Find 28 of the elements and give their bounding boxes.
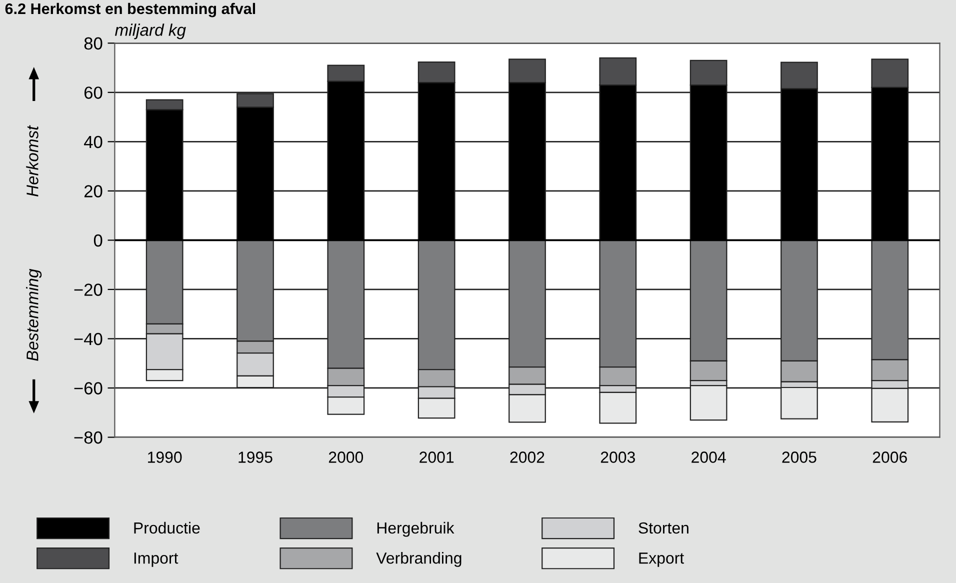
- y-tick-label: −40: [74, 332, 102, 346]
- legend-label: Import: [134, 552, 178, 567]
- legend-label: Productie: [134, 522, 200, 534]
- chart-title: 6.2 Herkomst en bestemming afval: [5, 2, 256, 18]
- y-tick-label: 20: [84, 185, 102, 198]
- x-tick-label: 1990: [148, 452, 182, 463]
- legend-label: Storten: [638, 522, 688, 534]
- y-tick-label: −20: [74, 284, 102, 296]
- x-tick-label: 2002: [510, 452, 544, 463]
- y-tick-label: 40: [84, 136, 102, 148]
- x-tick-label: 2000: [328, 452, 364, 463]
- y-tick-label: 80: [84, 37, 102, 50]
- y-tick-label: 0: [94, 234, 102, 247]
- text: Bestemming: [26, 268, 42, 361]
- x-tick-label: 2006: [872, 452, 907, 463]
- legend-label: Verbranding: [376, 552, 462, 567]
- y-tick-label: 60: [84, 86, 102, 99]
- x-tick-label: 2004: [692, 452, 726, 463]
- legend-label: Hergebruik: [377, 522, 454, 537]
- x-tick-label: 1995: [238, 452, 272, 463]
- y-tick-label: −60: [74, 382, 102, 394]
- legend-label: Export: [639, 552, 684, 567]
- y-tick-label: −80: [74, 431, 102, 444]
- x-tick-label: 2005: [782, 452, 816, 463]
- x-tick-label: 2001: [420, 452, 454, 463]
- text: Herkomst: [26, 125, 38, 197]
- x-tick-label: 2003: [600, 452, 635, 463]
- y-axis-title: miljard kg: [114, 24, 186, 40]
